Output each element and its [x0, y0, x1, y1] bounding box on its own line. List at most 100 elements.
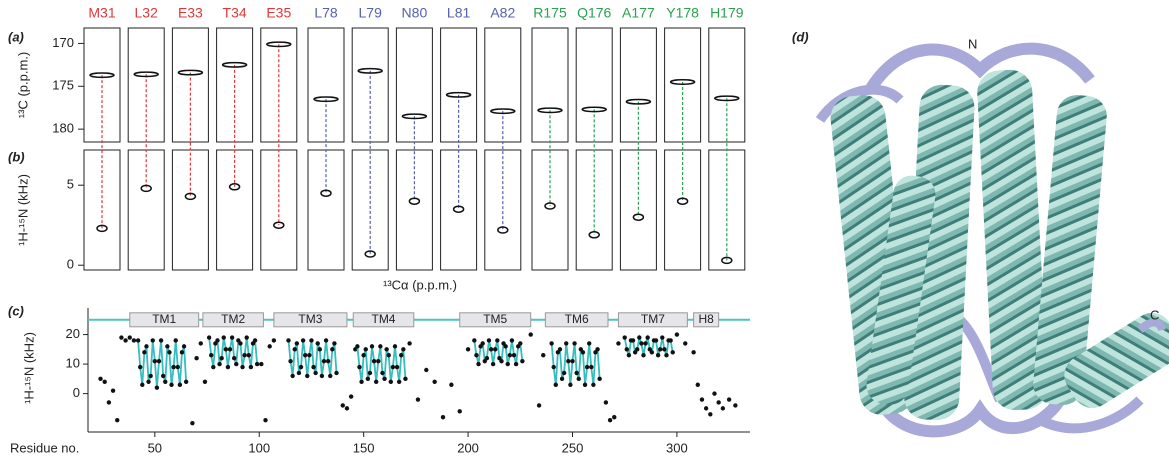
data-point [319, 373, 325, 379]
data-point [499, 358, 504, 364]
residue-label: L32 [135, 5, 159, 21]
helix-label: TM1 [152, 312, 176, 326]
helix-box [617, 312, 688, 328]
carbon-peak [625, 98, 652, 105]
data-point [223, 347, 229, 352]
data-point [259, 361, 264, 367]
strip [171, 27, 209, 143]
data-point [394, 364, 400, 370]
residue-label: T34 [223, 5, 247, 21]
data-point [313, 370, 318, 376]
panel-label: (b) [8, 149, 25, 164]
data-point [574, 370, 579, 376]
data-point [328, 373, 333, 379]
data-point [307, 353, 312, 358]
data-point [432, 379, 437, 385]
data-point [490, 361, 496, 367]
strip [708, 27, 746, 143]
y-tick-label: 175 [52, 78, 74, 93]
data-point [110, 388, 116, 393]
data-point [263, 417, 268, 423]
carbon-peak [490, 108, 516, 115]
protein-structure [815, 42, 1169, 438]
data-point [321, 358, 327, 364]
data-point [294, 341, 300, 346]
data-point [720, 406, 726, 411]
data-point [123, 338, 128, 343]
helix-label: TM2 [221, 312, 245, 326]
data-point [712, 391, 717, 396]
data-point [106, 400, 112, 405]
residue-label: E33 [178, 5, 203, 21]
data-point [163, 379, 168, 385]
data-point [267, 344, 272, 349]
terminus-label: C [1150, 307, 1159, 322]
data-point [271, 338, 277, 343]
helix-label: TM4 [371, 312, 395, 326]
data-point [401, 347, 406, 352]
coupling-peak [228, 183, 241, 191]
data-point [674, 332, 680, 337]
residue-label: A82 [490, 5, 515, 21]
coupling-peak [721, 256, 733, 265]
carbon-peak [581, 106, 607, 113]
carbon-peak [401, 113, 428, 120]
data-point [146, 379, 151, 385]
data-point [135, 338, 141, 343]
data-point [311, 364, 316, 370]
data-point [361, 353, 366, 358]
helix-label: TM7 [641, 312, 665, 326]
strip [351, 149, 389, 271]
strip [307, 149, 345, 271]
coupling-peak [588, 231, 600, 239]
data-point [160, 373, 166, 379]
data-point [238, 341, 243, 346]
panel-label: (c) [8, 303, 24, 318]
strip [127, 149, 165, 271]
data-point [384, 347, 389, 352]
data-point [635, 347, 640, 352]
data-point [509, 338, 515, 343]
data-point [699, 397, 705, 402]
data-point [407, 341, 412, 346]
residue-label: L79 [359, 5, 383, 21]
x-tick-label: 300 [666, 440, 688, 455]
coupling-peak [632, 213, 645, 221]
data-point [691, 350, 696, 355]
strip [531, 149, 569, 271]
data-point [559, 376, 565, 382]
data-point [115, 417, 120, 423]
data-point [363, 347, 368, 352]
data-point [296, 370, 302, 376]
data-point [486, 338, 492, 343]
data-point [403, 376, 408, 382]
data-point [641, 353, 646, 358]
data-point [660, 335, 665, 340]
y-tick-label: 10 [66, 356, 80, 371]
data-point [140, 382, 145, 387]
data-point [424, 367, 429, 373]
data-point [457, 409, 462, 414]
y-tick-label: 180 [52, 121, 74, 136]
data-point [513, 361, 519, 367]
data-point [344, 406, 350, 411]
carbon-peak [177, 69, 204, 76]
x-tick-label: 50 [148, 440, 162, 455]
data-point [733, 403, 738, 408]
data-point [323, 338, 329, 343]
data-point [597, 376, 602, 382]
coupling-peak [452, 205, 465, 213]
data-point [309, 338, 314, 343]
data-point [392, 344, 398, 349]
data-point [493, 347, 498, 352]
data-point [300, 338, 306, 343]
data-point [357, 364, 362, 370]
coupling-peak [184, 192, 197, 201]
data-point [474, 353, 479, 358]
data-point [622, 335, 627, 340]
data-point [167, 350, 172, 355]
data-point [708, 412, 713, 417]
x-tick-label: 250 [562, 440, 584, 455]
fit-line [356, 346, 407, 382]
y-axis-label: ¹H-¹⁵N (kHz) [15, 174, 30, 246]
